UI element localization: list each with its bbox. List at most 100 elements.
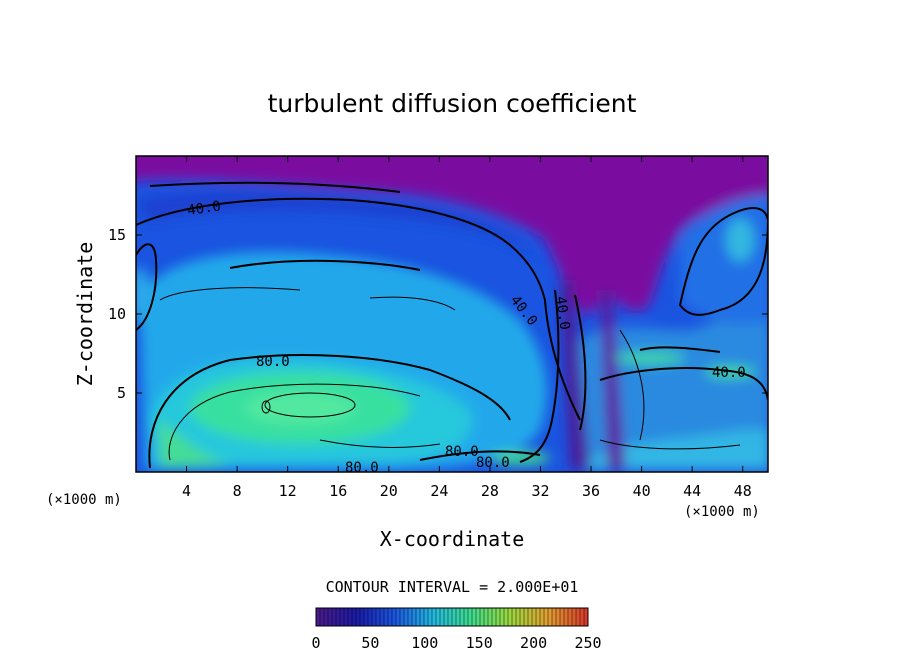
- colorbar-segment: [356, 608, 360, 626]
- colorbar-segment: [580, 608, 584, 626]
- colorbar-segment: [376, 608, 380, 626]
- colorbar-segment: [384, 608, 388, 626]
- x-axis-label: X-coordinate: [380, 527, 525, 551]
- colorbar-segment: [528, 608, 532, 626]
- contour-labels: 40.0 40.0 40.0 80.0 80.0 80.0 80.0 40.0: [186, 198, 746, 472]
- colorbar-segment: [516, 608, 520, 626]
- colorbar-segment: [552, 608, 556, 626]
- colorbar-segment: [432, 608, 436, 626]
- outer-band-region: [136, 191, 540, 260]
- y-tick-label: 15: [108, 226, 126, 244]
- colorbar-segment: [436, 608, 440, 626]
- y-axis-label: Z-coordinate: [73, 242, 97, 387]
- y-tick-label: 5: [117, 384, 126, 402]
- contour-40-upper: [136, 197, 581, 421]
- contour-shear-1: [519, 289, 560, 463]
- colorbar-segment: [480, 608, 484, 626]
- contours-thick: [136, 181, 768, 469]
- x-tick-label: 24: [430, 482, 448, 500]
- contour-thin-1: [168, 383, 421, 461]
- colorbar-segment: [532, 608, 536, 626]
- colorbar-tick-label: 100: [411, 634, 438, 652]
- colorbar-segment: [404, 608, 408, 626]
- contour-40-left: [136, 243, 158, 331]
- colorbar-segment: [380, 608, 384, 626]
- plot-area: 40.0 40.0 40.0 80.0 80.0 80.0 80.0 40.0: [136, 156, 768, 472]
- x-tick-label: 4: [182, 482, 191, 500]
- contour-label: 40.0: [186, 198, 222, 219]
- colorbar-segment: [576, 608, 580, 626]
- colorbar-segment: [320, 608, 324, 626]
- right-cyan-blob: [726, 218, 754, 262]
- colorbar-segment: [332, 608, 336, 626]
- contour-thin-core: [264, 392, 356, 418]
- colorbar-segment: [520, 608, 524, 626]
- colorbar-segment: [556, 608, 560, 626]
- colorbar-segment: [348, 608, 352, 626]
- contour-thin-small: [261, 400, 271, 414]
- x-tick-label: 48: [734, 482, 752, 500]
- colorbar-segment: [464, 608, 468, 626]
- shear-purple-streaks-2: [600, 290, 625, 470]
- heatmap-field: [136, 156, 768, 470]
- colorbar-segment: [340, 608, 344, 626]
- contour-thin-2: [159, 287, 301, 301]
- colorbar-segment: [448, 608, 452, 626]
- colorbar-segment: [336, 608, 340, 626]
- contour-thin-3: [369, 296, 456, 311]
- colorbar-segment: [524, 608, 528, 626]
- colorbar-segment: [572, 608, 576, 626]
- colorbar-frame: [315, 607, 589, 627]
- contour-label: 80.0: [256, 354, 290, 370]
- colorbar-tick-label: 0: [311, 634, 320, 652]
- colorbar-segment: [372, 608, 376, 626]
- chart-title: turbulent diffusion coefficient: [268, 89, 637, 118]
- colorbar-segment: [484, 608, 488, 626]
- colorbar-segment: [468, 608, 472, 626]
- colorbar-segment: [568, 608, 572, 626]
- contour-interval: CONTOUR INTERVAL = 2.000E+01: [326, 578, 579, 596]
- colorbar-segment: [388, 608, 392, 626]
- contour-40-top: [149, 181, 401, 193]
- colorbar-segment: [424, 608, 428, 626]
- colorbar-tick-label: 200: [520, 634, 547, 652]
- colorbar-segment: [548, 608, 552, 626]
- contour-thin-5: [599, 439, 741, 450]
- colorbar-segment: [460, 608, 464, 626]
- colorbar-segment: [324, 608, 328, 626]
- colorbar-segment: [412, 608, 416, 626]
- contour-label: 80.0: [445, 444, 479, 460]
- left-edge-region: [136, 267, 150, 323]
- colorbar-ticks: 0 50 100 150 200 250: [311, 634, 601, 652]
- x-tick-label: 28: [481, 482, 499, 500]
- colorbar-segment: [400, 608, 404, 626]
- colorbar-segment: [472, 608, 476, 626]
- x-unit-right: (×1000 m): [684, 504, 760, 520]
- colorbar-segment: [360, 608, 364, 626]
- colorbar-segment: [440, 608, 444, 626]
- contour-thin-4: [619, 329, 645, 441]
- colorbar-segment: [420, 608, 424, 626]
- x-unit-left: (×1000 m): [46, 492, 122, 508]
- colorbar-tick-label: 250: [574, 634, 601, 652]
- contour-label: 40.0: [552, 295, 573, 331]
- upper-layer-region: [136, 156, 768, 316]
- colorbar-segment: [504, 608, 508, 626]
- colorbar-segment: [500, 608, 504, 626]
- x-tick-label: 8: [233, 482, 242, 500]
- colorbar-segment: [456, 608, 460, 626]
- colorbar-segment: [508, 608, 512, 626]
- colorbar-segment: [452, 608, 456, 626]
- colorbar-segment: [316, 608, 320, 626]
- contour-label: 40.0: [712, 365, 746, 381]
- colorbar-segment: [408, 608, 412, 626]
- contour-right-loop: [639, 346, 721, 353]
- colorbar-tick-label: 50: [361, 634, 379, 652]
- x-axis-ticks: 4 8 12 16 20 24 28 32 36 40 44 48: [182, 156, 752, 500]
- right-bottom-cyan: [590, 430, 768, 470]
- colorbar-segment: [392, 608, 396, 626]
- colorbar-segment: [564, 608, 568, 626]
- colorbar-segment: [536, 608, 540, 626]
- x-tick-label: 40: [633, 482, 651, 500]
